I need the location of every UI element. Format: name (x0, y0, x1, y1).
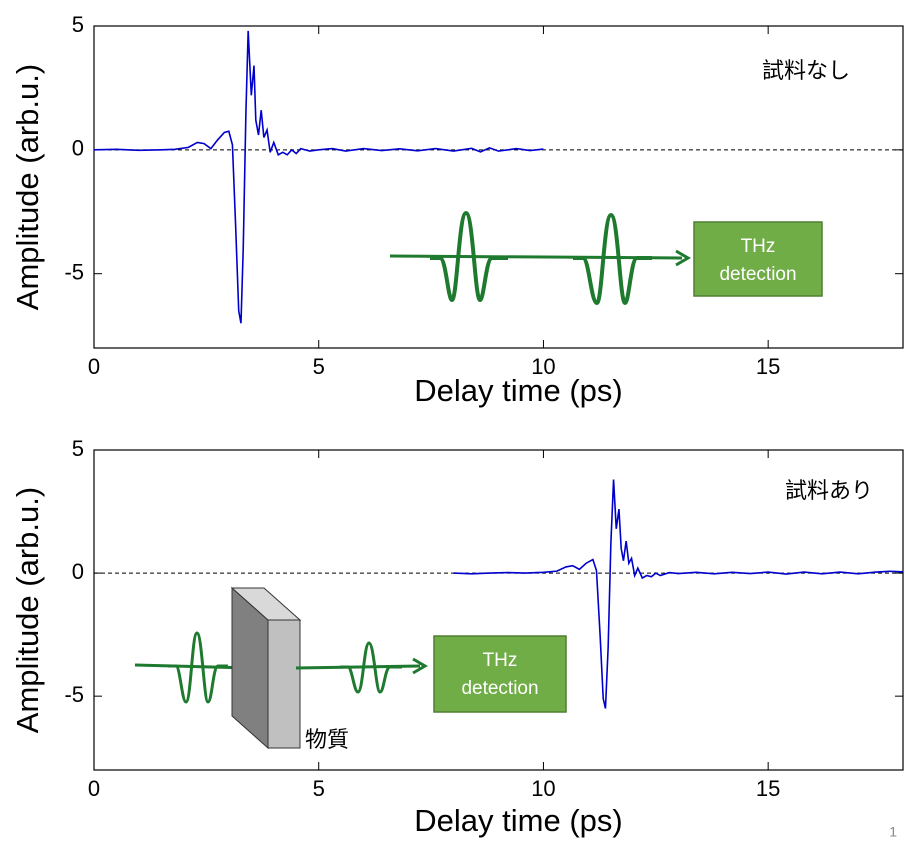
pulse (573, 212, 652, 306)
annotation: 試料なし (762, 59, 850, 84)
y-tick-label: 0 (72, 136, 84, 161)
plot-frame (93, 25, 904, 349)
bottom-inset: THz detection 物質 (134, 586, 567, 753)
detector-box (433, 635, 567, 713)
detector-text: THz (483, 650, 518, 671)
subplot: 0 5 10 15 -5 0 5 Delay time (ps) Amplitude (arb.… (10, 12, 904, 408)
line-series (93, 30, 544, 324)
x-tick-label: 15 (756, 354, 780, 379)
x-tick-label: 10 (531, 776, 555, 801)
detector-text: detection (719, 264, 796, 285)
y-tick-label: 5 (72, 12, 84, 37)
detector-text: THz (741, 236, 776, 257)
y-axis-title: Amplitude (arb.u.) (10, 487, 45, 733)
x-tick-label: 10 (531, 354, 555, 379)
plot-frame (93, 449, 904, 771)
line-series (453, 479, 904, 709)
pulse (340, 641, 402, 694)
x-axis-title: Delay time (ps) (414, 373, 622, 408)
arrow-head (675, 249, 691, 267)
y-tick-label: 0 (72, 559, 84, 584)
sample-text: 物質 (305, 728, 349, 753)
y-tick-label: 5 (72, 436, 84, 461)
detector-text: detection (461, 678, 538, 699)
x-tick-label: 0 (88, 354, 100, 379)
x-axis-title: Delay time (ps) (414, 803, 622, 838)
arrow-head (412, 657, 428, 675)
top-inset: THz detection (389, 210, 823, 306)
x-tick-label: 0 (88, 776, 100, 801)
pulse (430, 210, 508, 303)
subplot: 0 5 10 15 -5 0 5 Delay time (ps) Amplitude (arb.… (10, 436, 904, 838)
y-tick-label: -5 (64, 260, 84, 285)
y-tick-label: -5 (64, 682, 84, 707)
detector-box (693, 221, 823, 297)
page-number: 1 (889, 824, 897, 840)
y-axis-title: Amplitude (arb.u.) (10, 64, 45, 310)
x-tick-label: 15 (756, 776, 780, 801)
x-tick-label: 5 (313, 354, 325, 379)
annotation: 試料あり (785, 479, 873, 504)
pulse (168, 631, 228, 704)
x-tick-label: 5 (313, 776, 325, 801)
sample-front (267, 619, 301, 749)
